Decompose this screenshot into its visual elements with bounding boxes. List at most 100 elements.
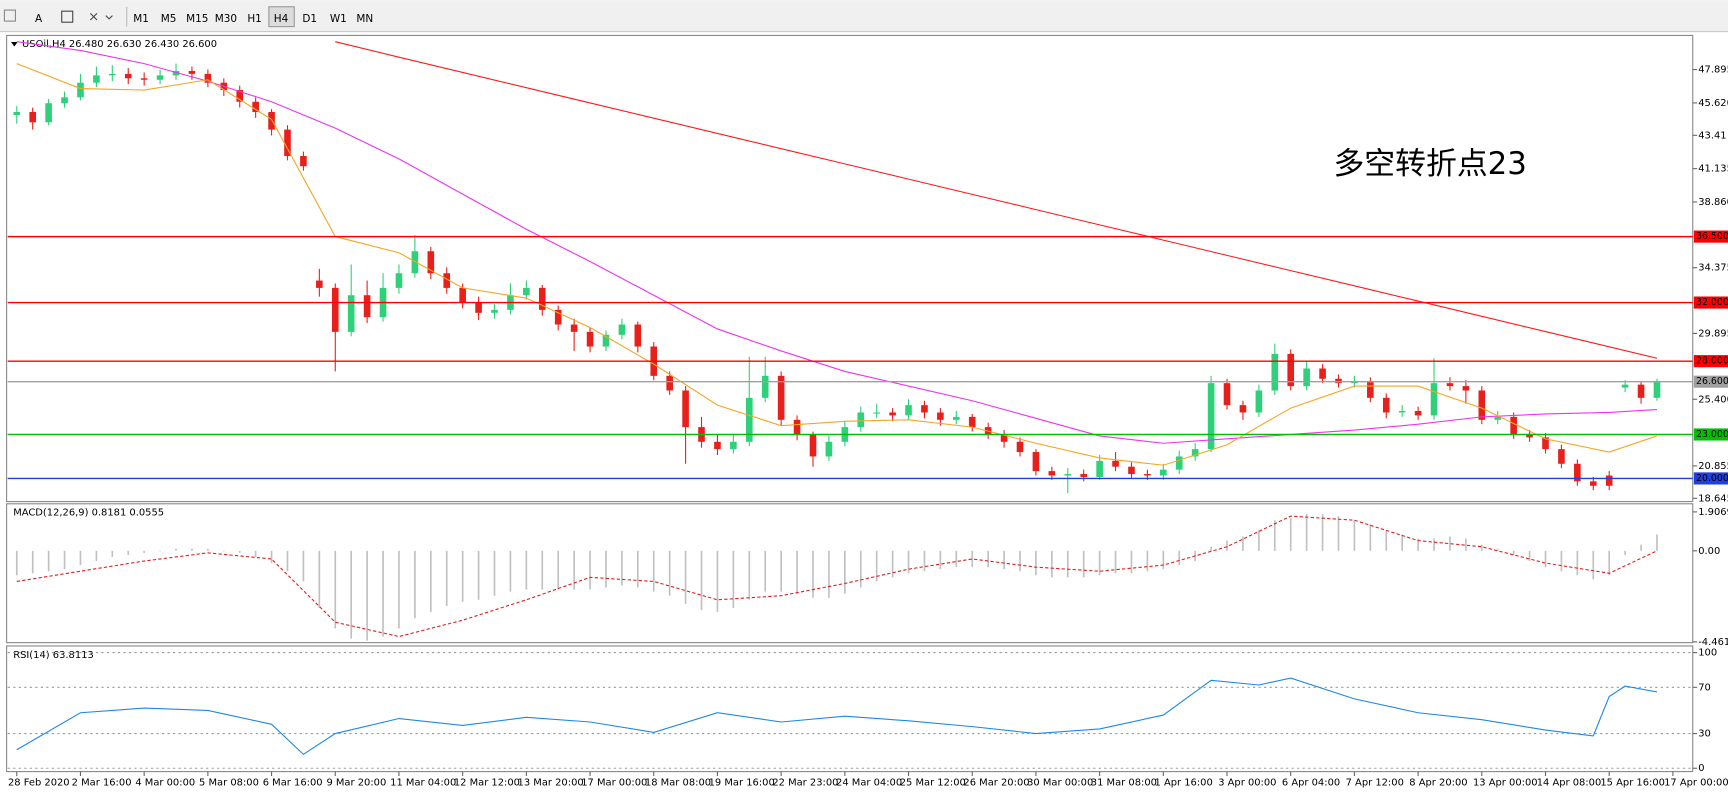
candle-body <box>1255 390 1263 413</box>
x-tick-label: 26 Mar 20:00 <box>963 778 1029 789</box>
macd-bar <box>1210 546 1212 551</box>
shapes-icon[interactable] <box>89 12 113 21</box>
candle-body <box>411 251 419 274</box>
toolbar-button[interactable]: A <box>35 13 43 25</box>
x-tick-label: 12 Mar 12:00 <box>454 778 520 789</box>
macd-bar <box>1114 550 1117 574</box>
collapse-arrow[interactable] <box>11 42 18 47</box>
macd-bar <box>1401 534 1404 551</box>
toolbar-button[interactable]: MN <box>356 13 373 25</box>
macd-bar <box>127 550 130 555</box>
x-tick-label: 19 Mar 16:00 <box>709 778 775 789</box>
x-tick-label: 14 Apr 08:00 <box>1537 778 1602 789</box>
macd-bar <box>1242 536 1244 551</box>
macd-bar <box>796 550 798 594</box>
macd-bar <box>1003 550 1005 570</box>
toolbar-button[interactable]: M5 <box>161 13 177 25</box>
macd-bar <box>1433 538 1435 551</box>
macd-bar <box>318 550 321 608</box>
candle-body <box>268 112 275 130</box>
macd-bar <box>1480 544 1483 551</box>
candle-body <box>475 302 482 313</box>
y-tick-label: 30 <box>1698 729 1711 740</box>
candle-body <box>1462 386 1470 391</box>
macd-bar <box>1592 550 1595 580</box>
candle-body <box>1478 390 1486 420</box>
macd-bar <box>509 550 512 592</box>
macd-bar <box>1289 518 1292 551</box>
candle-body <box>1653 381 1661 398</box>
candle-body <box>1367 381 1374 398</box>
macd-bar <box>302 550 305 582</box>
macd-bar <box>270 550 273 564</box>
x-tick-label: 30 Mar 00:00 <box>1027 778 1093 789</box>
toolbar-button[interactable]: W1 <box>330 13 347 25</box>
macd-bar <box>47 550 50 572</box>
text-tool-icon[interactable] <box>61 10 74 23</box>
candle-body <box>714 441 721 450</box>
macd-bar <box>907 550 910 574</box>
macd-bar <box>1305 514 1308 551</box>
candle-body <box>13 112 21 115</box>
x-tick-label: 15 Apr 16:00 <box>1600 778 1665 789</box>
x-tick-label: 22 Mar 23:00 <box>772 778 838 789</box>
macd-bar <box>95 550 98 562</box>
macd-bar <box>828 550 830 598</box>
candle-body <box>1526 434 1533 438</box>
x-tick-label: 13 Mar 20:00 <box>518 778 584 789</box>
x-tick-label: 31 Mar 08:00 <box>1091 778 1157 789</box>
candle-body <box>1558 449 1565 464</box>
level-label: 28.000 <box>1696 356 1728 367</box>
grip-icon[interactable] <box>3 9 16 22</box>
annotation: 多空转折点23 <box>1333 146 1526 182</box>
candle-body <box>777 375 785 420</box>
x-tick-label: 17 Apr 00:00 <box>1664 778 1728 789</box>
macd-bar <box>143 550 145 553</box>
macd-bar <box>1544 550 1547 568</box>
macd-bar <box>1035 550 1037 576</box>
macd-bar <box>1082 550 1085 578</box>
candle-body <box>172 70 180 76</box>
candle-body <box>300 155 307 167</box>
macd-bar <box>334 550 337 629</box>
toolbar-button[interactable]: M15 <box>186 13 208 25</box>
y-tick-label: -4.4614 <box>1698 637 1728 648</box>
candle-body <box>523 287 530 296</box>
x-tick-label: 1 Apr 16:00 <box>1155 778 1213 789</box>
y-tick-label: 43.41 <box>1698 130 1726 141</box>
macd-bar <box>477 550 480 600</box>
candle-body <box>570 324 578 332</box>
candle-body <box>1000 434 1008 442</box>
macd-bar <box>350 550 353 639</box>
signal-line <box>16 515 1658 638</box>
macd-bar <box>955 550 958 568</box>
moving-average <box>16 41 1658 444</box>
x-tick-label: 11 Mar 04:00 <box>390 778 456 789</box>
toolbar: A M1 M5 M15 M30 H1 H4 D1 W1 MN <box>3 6 373 28</box>
rsi-title: RSI(14) 63.8113 <box>13 650 94 661</box>
candle-body <box>427 251 435 274</box>
candle-body <box>1382 397 1390 413</box>
y-tick-label: 18.645 <box>1698 493 1728 504</box>
toolbar-button[interactable]: M30 <box>215 13 237 25</box>
macd-bar <box>254 550 257 557</box>
macd-bar <box>1337 516 1340 551</box>
toolbar-button[interactable]: H4 <box>274 13 289 25</box>
candle-body <box>395 273 403 288</box>
macd-bar <box>1512 550 1515 555</box>
toolbar-button[interactable]: D1 <box>302 13 317 25</box>
x-tick-label: 6 Mar 16:00 <box>263 778 323 789</box>
macd-bar <box>493 550 496 596</box>
macd-title: MACD(12,26,9) 0.8181 0.0555 <box>13 508 164 519</box>
candle-body <box>602 334 610 347</box>
macd-bar <box>1130 550 1133 574</box>
macd-bar <box>636 550 639 588</box>
toolbar-button[interactable]: H1 <box>247 13 262 25</box>
candle-body <box>1271 353 1279 391</box>
candle-body <box>889 412 896 416</box>
rsi-line <box>16 677 1658 756</box>
macd-bar <box>939 550 942 570</box>
candle-body <box>1128 466 1135 475</box>
toolbar-button[interactable]: M1 <box>133 13 149 25</box>
